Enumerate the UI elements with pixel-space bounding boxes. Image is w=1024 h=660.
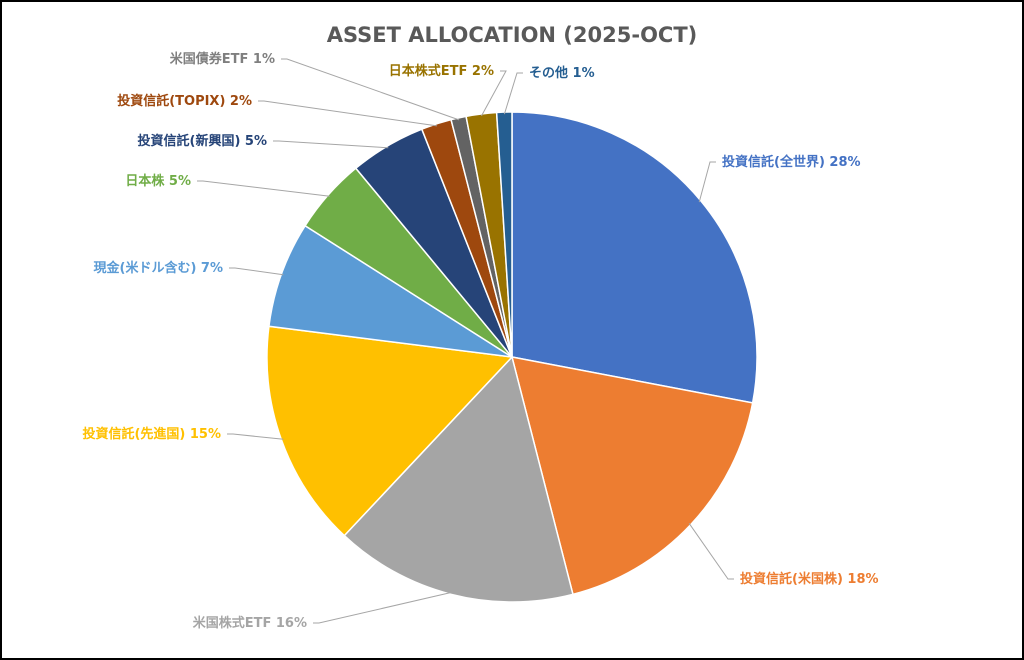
slice-data-label: その他 1% xyxy=(529,65,595,81)
slice-data-label: 日本株式ETF 2% xyxy=(389,63,494,79)
leader-line xyxy=(229,267,284,276)
leader-line xyxy=(481,70,507,117)
chart-title: ASSET ALLOCATION (2025-OCT) xyxy=(327,23,698,47)
leader-line xyxy=(698,161,716,203)
leader-line xyxy=(313,591,452,624)
slice-data-label: 投資信託(TOPIX) 2% xyxy=(117,93,252,109)
leader-line xyxy=(688,523,734,580)
slice-data-label: 投資信託(米国株) 18% xyxy=(740,571,879,587)
slice-data-label: 現金(米ドル含む) 7% xyxy=(94,260,223,276)
leader-line xyxy=(503,72,523,115)
slice-data-label: 投資信託(新興国) 5% xyxy=(138,133,267,149)
slice-data-label: 投資信託(先進国) 15% xyxy=(82,426,221,442)
pie-slice xyxy=(495,111,513,358)
slice-data-label: 投資信託(全世界) 28% xyxy=(722,154,861,170)
slice-data-label: 米国債券ETF 1% xyxy=(170,51,275,67)
leader-line xyxy=(281,58,460,121)
leader-line xyxy=(273,140,389,149)
leader-line xyxy=(227,433,284,440)
pie-slice xyxy=(266,325,514,537)
slice-data-label: 米国株式ETF 16% xyxy=(193,615,307,631)
pie-slices xyxy=(266,111,758,603)
leader-line xyxy=(258,100,437,127)
leader-lines xyxy=(197,58,734,624)
pie-slice xyxy=(343,355,574,603)
leader-line xyxy=(197,180,330,197)
data-labels: 投資信託(全世界) 28% 投資信託(米国株) 18% 米国株式ETF 16% 投資信… xyxy=(82,51,878,631)
pie-slice xyxy=(511,111,758,404)
slice-data-label: 日本株 5% xyxy=(125,173,191,189)
